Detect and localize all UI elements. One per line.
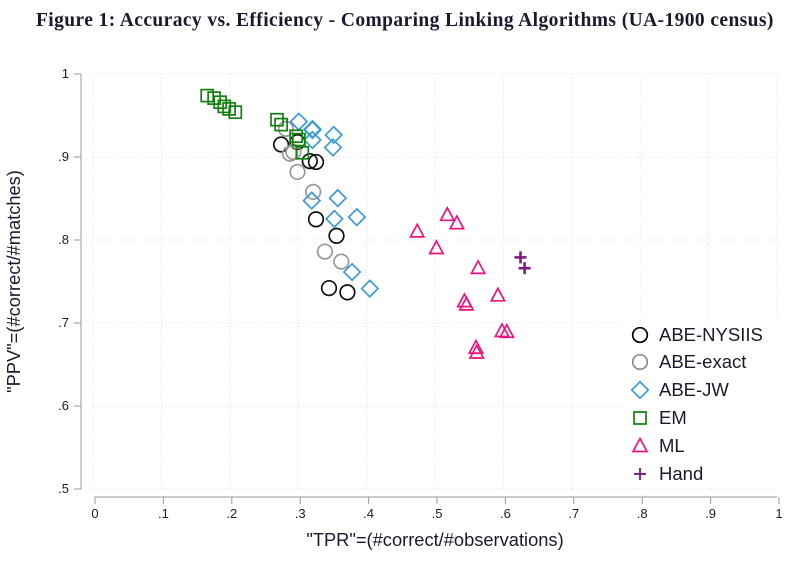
- svg-text:.6: .6: [58, 398, 69, 413]
- svg-text:.9: .9: [705, 506, 716, 521]
- svg-text:.4: .4: [363, 506, 374, 521]
- svg-text:.1: .1: [158, 506, 169, 521]
- svg-text:"TPR"=(#correct/#observations): "TPR"=(#correct/#observations): [306, 529, 563, 550]
- svg-text:.6: .6: [500, 506, 511, 521]
- svg-text:0: 0: [91, 506, 98, 521]
- svg-text:1: 1: [775, 506, 782, 521]
- svg-text:.2: .2: [226, 506, 237, 521]
- svg-text:EM: EM: [659, 407, 687, 428]
- svg-text:Hand: Hand: [659, 463, 703, 484]
- svg-text:ABE-exact: ABE-exact: [659, 351, 746, 372]
- svg-text:.7: .7: [58, 315, 69, 330]
- svg-text:.7: .7: [568, 506, 579, 521]
- svg-text:.9: .9: [58, 149, 69, 164]
- svg-text:.5: .5: [432, 506, 443, 521]
- svg-text:ABE-JW: ABE-JW: [659, 379, 729, 400]
- svg-text:.5: .5: [58, 481, 69, 496]
- svg-text:.8: .8: [637, 506, 648, 521]
- svg-text:ML: ML: [659, 435, 685, 456]
- svg-text:1: 1: [62, 66, 69, 81]
- svg-text:.3: .3: [295, 506, 306, 521]
- svg-text:ABE-NYSIIS: ABE-NYSIIS: [659, 324, 763, 345]
- svg-text:"PPV"=(#correct/#matches): "PPV"=(#correct/#matches): [3, 170, 24, 393]
- svg-text:.8: .8: [58, 232, 69, 247]
